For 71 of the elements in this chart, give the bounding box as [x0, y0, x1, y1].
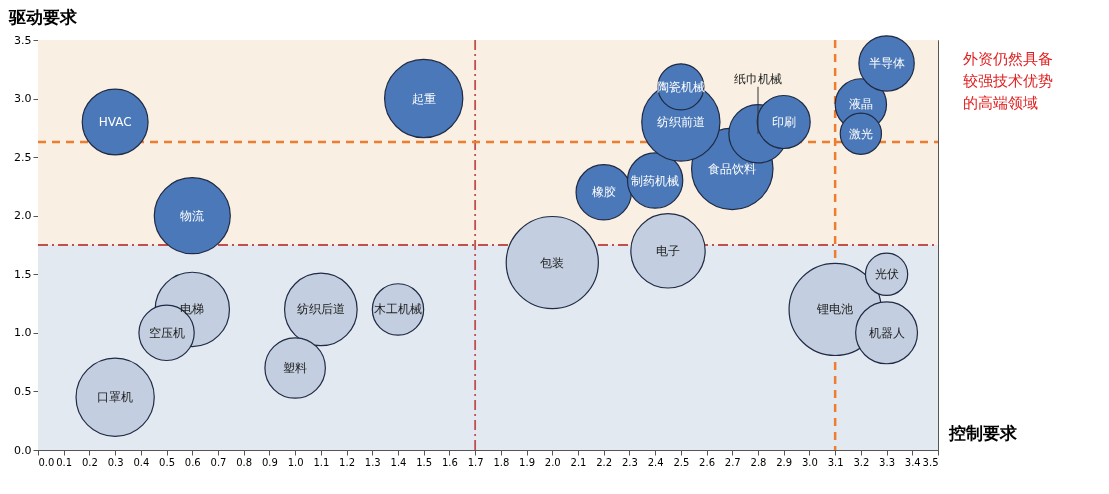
x-tick-label: 1.7 — [467, 456, 484, 468]
x-tick-label: 2.4 — [647, 456, 664, 468]
x-tick-label: 1.5 — [416, 456, 433, 468]
x-tick-label: 0.7 — [210, 456, 227, 468]
y-tick-label: 3.0 — [14, 92, 32, 106]
y-tick-label: 2.0 — [14, 209, 32, 223]
annotation: 锂电池 — [816, 302, 854, 317]
x-tick-label: 0.9 — [261, 456, 278, 468]
y-tick-label: 2.5 — [14, 150, 32, 164]
x-tick-label: 2.2 — [596, 456, 613, 468]
x-tick-label: 3.4 — [904, 456, 921, 468]
annotation: 制药机械 — [631, 173, 680, 188]
x-tick-label: 2.8 — [750, 456, 767, 468]
annotation: 半导体 — [868, 56, 905, 71]
annotation: 纺织前道 — [656, 115, 705, 129]
x-tick-label: 0.5 — [159, 456, 176, 468]
x-tick-label: 1.8 — [493, 456, 510, 468]
annotation: 空压机 — [148, 325, 185, 340]
x-tick-label: 2.9 — [776, 456, 793, 468]
x-tick-label: 2.1 — [570, 456, 587, 468]
x-tick-label: 1.2 — [339, 456, 356, 468]
y-tick-label: 3.5 — [14, 33, 32, 47]
annotation: 食品饮料 — [708, 161, 757, 176]
x-tick-label: 3.3 — [879, 456, 896, 468]
x-axis-title: 控制要求 — [947, 422, 1018, 443]
x-tick-label: 1.4 — [390, 456, 407, 468]
x-tick-label: 0.6 — [184, 456, 201, 468]
x-tick-label: 1.3 — [364, 456, 381, 468]
x-tick-label: 1.0 — [287, 456, 304, 468]
annotation: 电梯 — [180, 302, 205, 317]
x-tick-label: 2.3 — [621, 456, 638, 468]
x-tick-label: 2.6 — [699, 456, 716, 468]
annotation: HVAC — [98, 115, 132, 129]
annotation: 橡胶 — [591, 185, 616, 200]
x-tick-label: 0.1 — [56, 456, 73, 468]
annotation: 物流 — [180, 208, 205, 223]
x-tick-label: 0.8 — [236, 456, 253, 468]
annotation: 包装 — [540, 255, 565, 270]
x-tick-label: 3.5 — [922, 456, 939, 468]
x-tick-label: 3.2 — [853, 456, 870, 468]
annotation: 陶瓷机械 — [656, 79, 705, 94]
x-tick-label: 3.0 — [801, 456, 818, 468]
annotation: 纸巾机械 — [734, 71, 782, 86]
x-tick-label: 2.7 — [724, 456, 741, 468]
annotation: 机器人 — [868, 325, 905, 340]
x-tick-label: 1.9 — [519, 456, 536, 468]
annotation: 液晶 — [848, 97, 873, 112]
annotation: 木工机械 — [374, 302, 422, 317]
x-tick-label: 2.0 — [544, 456, 561, 468]
annotation: 纺织后道 — [296, 302, 345, 317]
x-tick-label: 0.4 — [133, 456, 150, 468]
y-axis-title: 驱动要求 — [7, 6, 78, 27]
annotation: 激光 — [848, 126, 873, 141]
x-tick-label: 0.0 — [38, 456, 55, 468]
annotation: 口罩机 — [97, 390, 134, 405]
y-tick-label: 1.0 — [14, 326, 32, 340]
annotation: 起重 — [411, 91, 436, 106]
text: 外资仍然具备较强技术优势的高端领域 — [963, 50, 1053, 112]
y-tick-label: 0.0 — [14, 443, 32, 457]
y-tick-label: 0.5 — [14, 384, 32, 398]
x-tick-label: 0.3 — [107, 456, 124, 468]
annotation: 印刷 — [771, 115, 796, 129]
y-tick-label: 1.5 — [14, 267, 32, 281]
annotation: 塑料 — [283, 361, 308, 375]
x-tick-label: 1.6 — [441, 456, 458, 468]
annotation: 光伏 — [874, 267, 899, 282]
annotation: 电子 — [656, 243, 680, 258]
x-tick-label: 2.5 — [673, 456, 690, 468]
x-tick-label: 1.1 — [313, 456, 330, 468]
x-tick-label: 3.1 — [827, 456, 844, 468]
x-tick-label: 0.2 — [81, 456, 98, 468]
